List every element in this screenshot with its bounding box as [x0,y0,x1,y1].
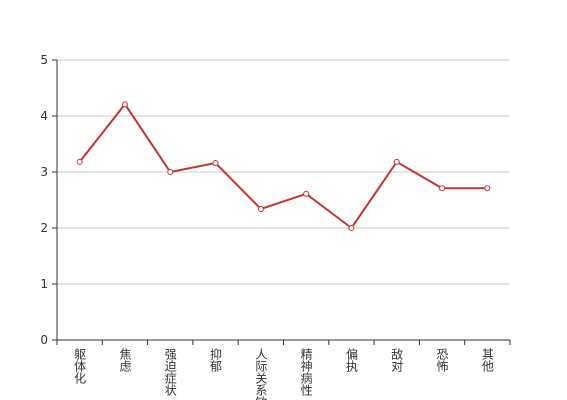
y-tick-label: 0 [40,333,48,347]
x-tick-label: 偏执 [344,347,358,373]
point [76,158,83,165]
point [121,101,128,108]
point [439,185,446,192]
y-tick-label: 3 [40,165,48,179]
x-tick-label: 其他 [480,348,494,372]
x-tick-label: 躯体化 [73,347,87,385]
x-tick-label: 强迫症状 [163,348,177,396]
y-tick-label: 1 [40,277,48,291]
point [484,185,491,192]
point [212,160,219,167]
x-tick-label: 人际关系敏感 [254,348,268,400]
y-tick-label: 5 [40,53,48,67]
series-line [78,102,488,230]
x-tick-label: 抑郁 [209,347,223,373]
x-tick-label: 精神病性 [299,348,313,397]
x-tick-label: 恐怖 [435,348,449,372]
point [167,169,174,175]
x-tick-label: 焦虑 [118,348,132,372]
y-tick-label: 2 [40,221,48,235]
point [348,225,355,231]
point [393,158,400,165]
x-tick-label: 敌对 [390,347,404,372]
point [303,190,310,197]
y-tick-label: 4 [40,109,48,123]
point [257,205,264,212]
